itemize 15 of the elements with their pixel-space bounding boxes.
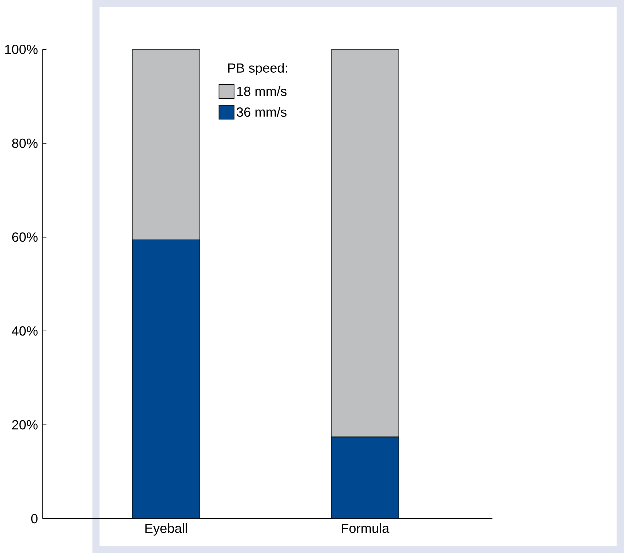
y-tick-label: 20%	[12, 420, 38, 430]
bar	[132, 50, 200, 241]
bar	[331, 50, 400, 438]
y-tick-label: 80%	[12, 139, 38, 148]
y-tick-label: 40%	[12, 326, 38, 336]
x-tick-label: Eyeball	[146, 524, 188, 536]
bar	[331, 437, 400, 520]
y-tick-label: 100%	[5, 45, 38, 55]
legend-label: 18 mm/s	[237, 86, 287, 97]
bar	[132, 240, 200, 520]
y-tick-label: 60%	[12, 232, 38, 242]
legend-title: PB speed:	[228, 63, 288, 76]
x-tick-label: Formula	[342, 524, 390, 534]
y-tick-label: 0	[31, 514, 38, 524]
legend-label: 36 mm/s	[236, 108, 287, 118]
